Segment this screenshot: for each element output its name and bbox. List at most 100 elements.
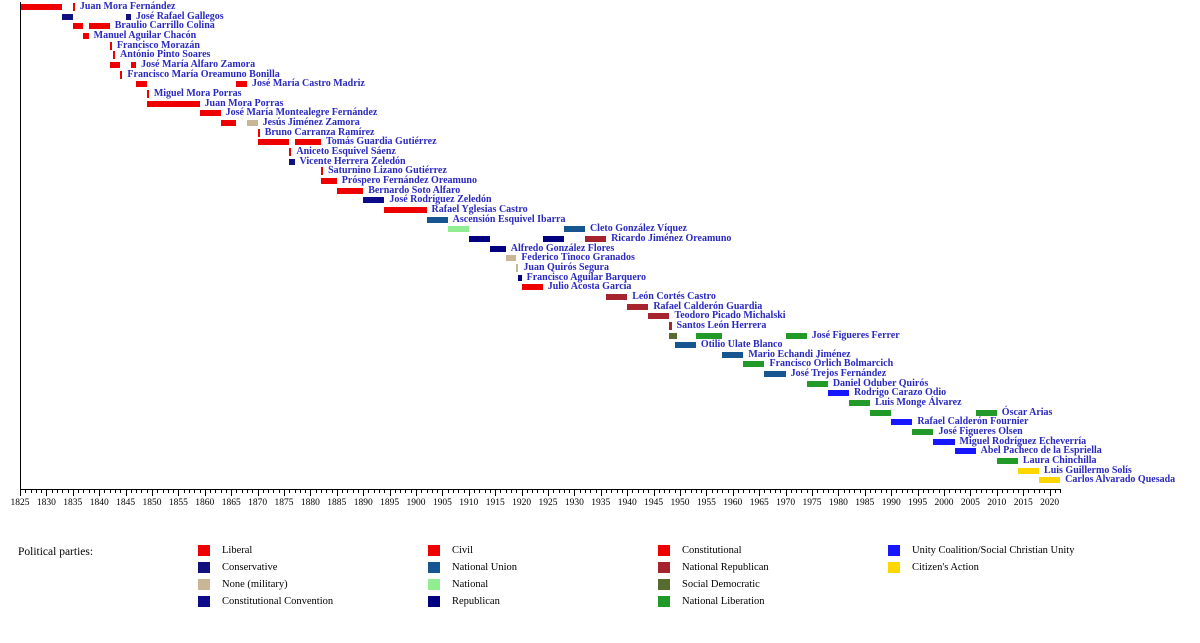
x-axis-minor-tick [326,490,328,493]
x-axis-minor-tick [563,490,565,493]
president-label: Federico Tinoco Granados [521,252,635,264]
term-bar [109,61,121,68]
term-bar [764,371,786,378]
x-axis-major-tick [970,490,972,496]
x-axis-minor-tick [83,490,85,493]
x-axis-tick-label: 1905 [432,498,452,508]
x-axis-minor-tick [526,490,528,493]
x-axis-tick-label: 1985 [855,498,875,508]
x-axis-minor-tick [479,490,481,493]
x-axis-major-tick [653,490,655,496]
president-label: Mario Echandi Jiménez [748,348,851,360]
x-axis-minor-tick [400,490,402,493]
president-label: Alfredo González Flores [510,242,615,254]
x-axis-minor-tick [621,490,623,493]
term-bar [62,13,73,20]
legend: Political parties: Liberal Conservative No… [0,538,1200,638]
x-axis-major-tick [732,490,734,496]
term-bar [120,70,123,79]
legend-label: Social Democratic [682,579,760,590]
x-axis-minor-tick [954,490,956,493]
president-label: Santos León Herrera [676,319,767,331]
x-axis-tick-label: 1995 [908,498,928,508]
x-axis-tick-label: 1880 [300,498,320,508]
legend-swatch [198,579,210,590]
x-axis-minor-tick [753,490,755,493]
x-axis-minor-tick [901,490,903,493]
president-label: Otilio Ulate Blanco [700,339,783,351]
president-label: José María Alfaro Zamora [141,58,256,70]
x-axis-tick-label: 2020 [1040,498,1060,508]
x-axis-minor-tick [1033,490,1035,493]
term-bar [695,332,723,339]
term-bar [996,458,1018,465]
x-axis-minor-tick [553,490,555,493]
term-bar [289,147,292,156]
x-axis-minor-tick [801,490,803,493]
term-bar [743,361,765,368]
x-axis-major-tick [389,490,391,496]
x-axis-minor-tick [505,490,507,493]
president-label: Jesús Jiménez Zamora [262,116,360,128]
x-axis-minor-tick [1060,490,1062,493]
x-axis-minor-tick [722,490,724,493]
term-bar [199,110,221,117]
president-label: Teodoro Picado Michalski [674,310,786,322]
legend-label: National Liberation [682,596,765,607]
term-bar [933,438,955,445]
x-axis-minor-tick [532,490,534,493]
term-bar [627,303,649,310]
y-axis-line [20,2,21,489]
x-axis-minor-tick [25,490,27,493]
x-axis-minor-tick [1002,490,1004,493]
x-axis-minor-tick [848,490,850,493]
x-axis-minor-tick [584,490,586,493]
term-bar [848,400,871,407]
x-axis-tick-label: 1940 [617,498,637,508]
x-axis-minor-tick [674,490,676,493]
x-axis-minor-tick [854,490,856,493]
legend-label: Republican [452,596,500,607]
x-axis-major-tick [46,490,48,496]
x-axis-minor-tick [357,490,359,493]
x-axis-major-tick [891,490,893,496]
x-axis-minor-tick [489,490,491,493]
x-axis-minor-tick [141,490,143,493]
x-axis-minor-tick [437,490,439,493]
x-axis-major-tick [178,490,180,496]
x-axis-major-tick [468,490,470,496]
term-bar [1039,477,1061,484]
x-axis-minor-tick [542,490,544,493]
legend-label: Conservative [222,562,278,573]
x-axis-minor-tick [690,490,692,493]
x-axis-minor-tick [885,490,887,493]
president-label: Luis Monge Álvarez [875,397,962,409]
x-axis-major-tick [99,490,101,496]
term-bar [489,245,506,252]
x-axis-minor-tick [394,490,396,493]
x-axis-major-tick [416,490,417,496]
legend-title: Political parties: [18,546,94,558]
term-bar [257,128,260,137]
x-axis-minor-tick [658,490,660,493]
term-bar [722,351,744,358]
x-axis-minor-tick [875,490,877,493]
term-bar [320,167,324,176]
x-axis-major-tick [680,490,681,496]
term-bar [669,321,672,330]
legend-swatch [428,579,440,590]
term-bar [236,81,248,88]
x-axis-minor-tick [664,490,666,493]
x-axis-minor-tick [188,490,190,493]
x-axis-minor-tick [299,490,301,493]
term-bar [426,216,448,223]
x-axis-minor-tick [870,490,872,493]
x-axis-minor-tick [880,490,882,493]
legend-swatch [658,596,670,607]
x-axis-minor-tick [452,490,454,493]
x-axis-tick-label: 1930 [564,498,584,508]
x-axis-tick-label: 1835 [63,498,83,508]
x-axis-minor-tick [215,490,217,493]
x-axis-minor-tick [431,490,433,493]
x-axis-minor-tick [965,490,967,493]
